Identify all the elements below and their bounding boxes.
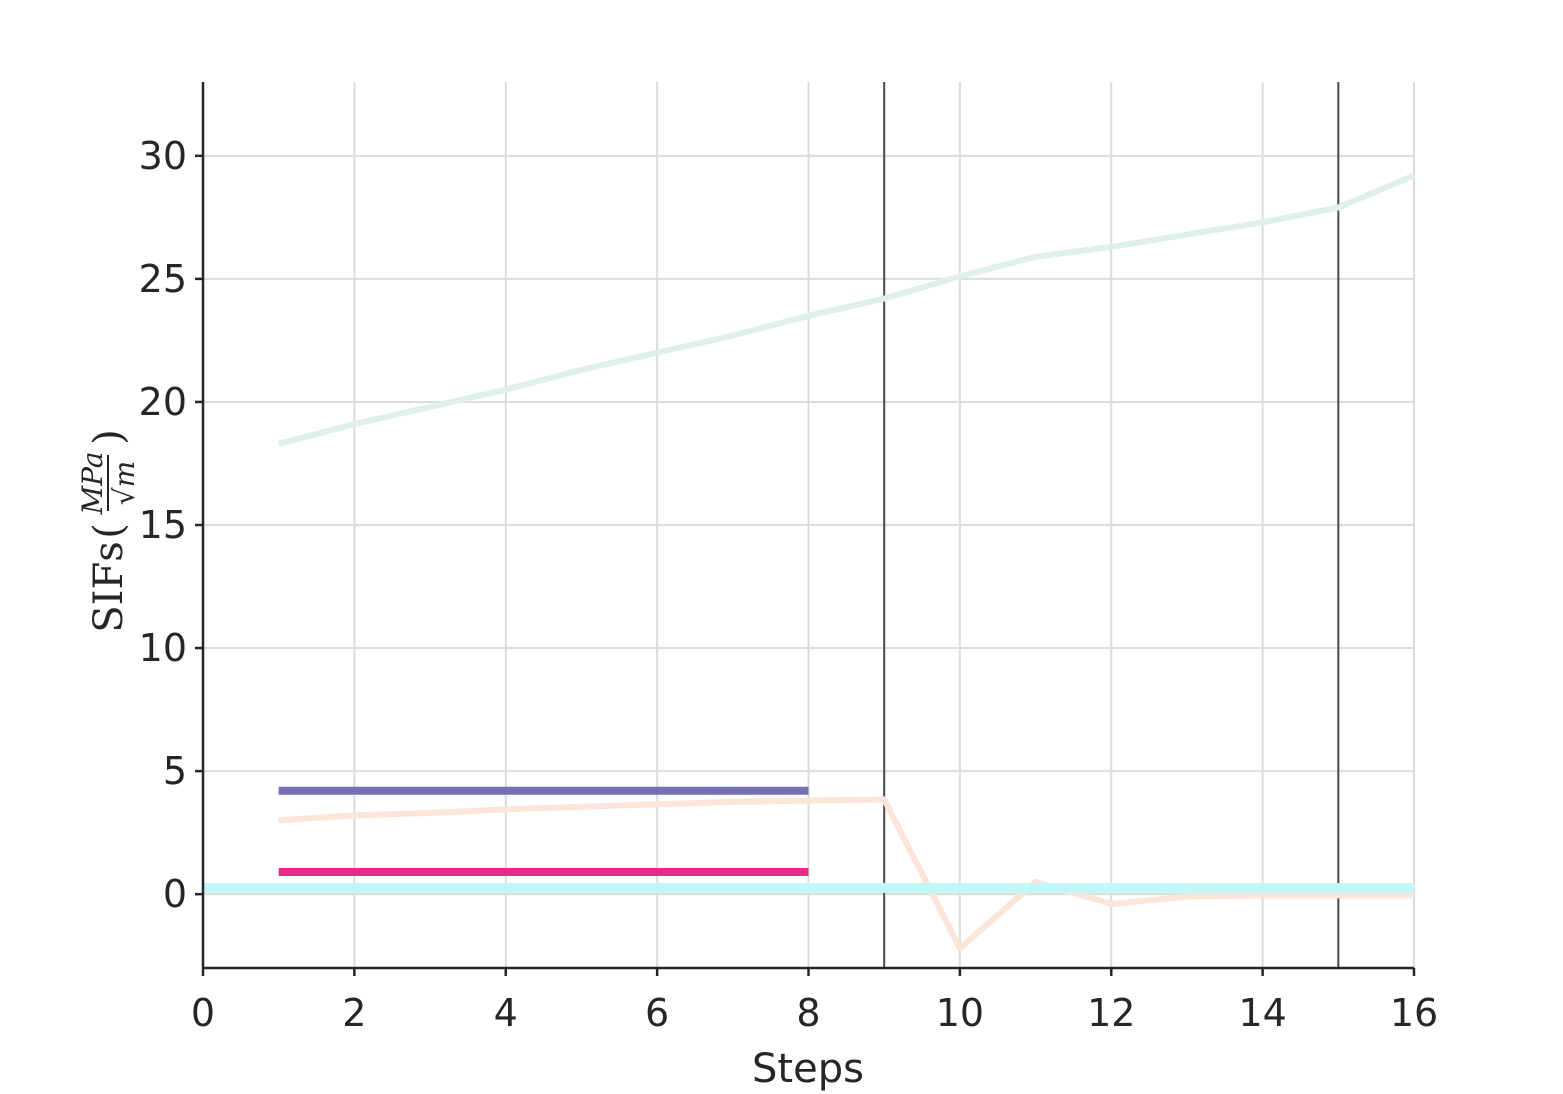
y-tick-label: 5	[163, 749, 187, 793]
x-tick-label: 0	[191, 991, 215, 1035]
y-tick-label: 25	[139, 257, 187, 301]
vertical-markers	[883, 82, 1340, 968]
x-ticks: 0 2 4 6 8 10 12 14 16	[191, 968, 1438, 1035]
series-lines	[203, 172, 1416, 952]
y-ticks: 0 5 10 15 20 25 30	[139, 134, 203, 916]
x-tick-label: 6	[645, 991, 669, 1035]
y-axis-label-close-paren: )	[86, 429, 132, 445]
x-tick-label: 12	[1087, 991, 1135, 1035]
x-tick-label: 2	[342, 991, 366, 1035]
y-axis-label-text: SIFs	[86, 541, 132, 632]
x-tick-label: 4	[494, 991, 518, 1035]
x-tick-label: 14	[1238, 991, 1286, 1035]
y-tick-label: 30	[139, 134, 187, 178]
x-tick-label: 10	[936, 991, 984, 1035]
y-axis-unit-numerator: MPa	[76, 452, 109, 516]
y-tick-label: 10	[139, 626, 187, 670]
y-tick-label: 20	[139, 380, 187, 424]
y-tick-label: 0	[163, 872, 187, 916]
y-tick-label: 15	[139, 503, 187, 547]
y-axis-label-open-paren: (	[86, 523, 132, 539]
grid	[203, 82, 1415, 968]
x-axis-label: Steps	[752, 1046, 864, 1092]
x-tick-label: 16	[1390, 991, 1438, 1035]
y-axis-label: SIFs ( MPa √m )	[76, 429, 141, 633]
series-line-2	[278, 796, 1414, 952]
x-tick-label: 8	[796, 991, 820, 1035]
series-line-1	[277, 172, 1416, 447]
y-axis-unit-denominator: √m	[108, 461, 141, 505]
